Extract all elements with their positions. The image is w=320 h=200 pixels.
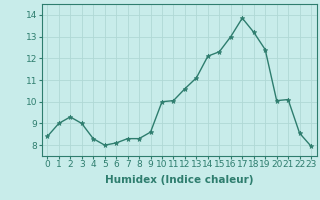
X-axis label: Humidex (Indice chaleur): Humidex (Indice chaleur) <box>105 175 253 185</box>
